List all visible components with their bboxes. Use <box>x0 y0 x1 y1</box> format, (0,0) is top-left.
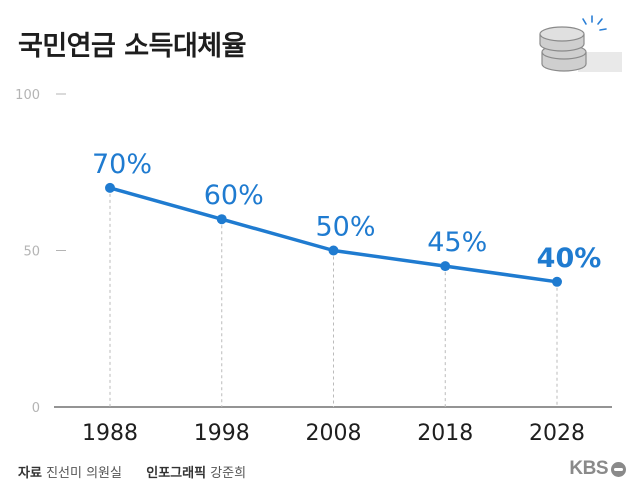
y-tick-label: 100 <box>15 88 40 103</box>
kbs-logo-icon <box>611 461 626 477</box>
kbs-logo: KBS <box>569 458 626 480</box>
x-tick-label: 2018 <box>417 421 473 446</box>
source-label: 자료 <box>18 466 42 481</box>
data-label: 45% <box>427 227 487 258</box>
source-value: 진선미 의원실 <box>46 466 122 481</box>
y-tick-label: 0 <box>32 401 40 416</box>
data-point <box>328 245 339 256</box>
coin-stack-icon <box>539 15 622 72</box>
data-point <box>552 276 562 287</box>
x-tick-label: 2028 <box>529 421 585 446</box>
data-label: 50% <box>315 212 375 243</box>
data-label: 70% <box>92 149 152 180</box>
data-point <box>216 214 227 225</box>
x-tick-label: 2008 <box>306 421 362 446</box>
y-tick-label: 50 <box>23 245 40 260</box>
data-point <box>105 182 115 193</box>
graphic-value: 강준희 <box>210 466 247 481</box>
data-label: 40% <box>537 243 602 274</box>
data-point <box>440 261 451 272</box>
graphic-label: 인포그래픽 <box>146 466 207 481</box>
chart-footer: 자료 진선미 의원실 인포그래픽 강준희 <box>18 462 246 481</box>
kbs-logo-text: KBS <box>569 458 608 479</box>
x-tick-label: 1998 <box>194 421 250 446</box>
chart-title: 국민연금 소득대체율 <box>18 31 246 62</box>
x-tick-label: 1988 <box>82 421 138 446</box>
data-label: 60% <box>204 180 264 211</box>
